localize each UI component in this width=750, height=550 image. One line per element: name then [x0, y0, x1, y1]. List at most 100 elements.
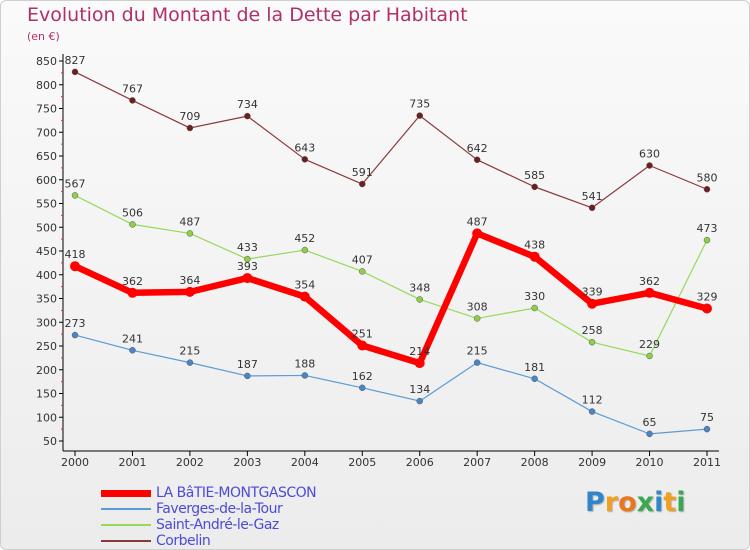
brand-logo: Proxiti — [585, 487, 686, 518]
y-tick-label: 450 — [36, 245, 57, 258]
data-point — [301, 246, 309, 254]
y-tick-label: 150 — [36, 388, 57, 401]
data-point — [529, 251, 540, 262]
data-point — [359, 180, 366, 188]
data-point — [70, 261, 80, 272]
data-label: 112 — [582, 394, 603, 407]
data-label: 473 — [697, 222, 718, 235]
data-point — [473, 156, 481, 164]
x-tick-label: 2005 — [348, 456, 376, 469]
data-point — [301, 156, 309, 163]
data-label: 393 — [237, 260, 258, 273]
data-label: 258 — [582, 324, 603, 337]
legend-label: Saint-André-le-Gaz — [156, 517, 279, 533]
data-point — [186, 124, 194, 132]
legend-item: Faverges-de-la-Tour — [101, 501, 316, 517]
data-point — [129, 221, 136, 228]
brand-letter: t — [663, 487, 677, 518]
data-label: 433 — [237, 241, 258, 254]
data-point — [242, 273, 253, 284]
data-label: 580 — [697, 171, 718, 184]
y-tick-label: 750 — [36, 103, 57, 116]
data-point — [472, 228, 483, 239]
y-tick-label: 850 — [36, 55, 57, 68]
y-tick-label: 550 — [36, 198, 57, 211]
data-label: 487 — [467, 215, 488, 228]
data-point — [129, 347, 136, 354]
x-tick-label: 2000 — [61, 456, 89, 469]
legend-swatch — [101, 540, 151, 542]
data-label: 364 — [179, 274, 200, 287]
data-label: 827 — [65, 54, 86, 67]
data-point — [703, 236, 711, 244]
data-point — [588, 204, 596, 212]
data-label: 241 — [122, 332, 143, 345]
data-label: 273 — [65, 317, 86, 330]
data-point — [184, 286, 195, 297]
data-label: 452 — [294, 232, 315, 245]
legend: LA BâTIE-MONTGASCON Faverges-de-la-Tour Sa… — [101, 485, 317, 549]
data-label: 407 — [352, 253, 373, 266]
data-label: 214 — [409, 345, 430, 358]
data-point — [186, 359, 194, 366]
data-label: 65 — [643, 416, 657, 429]
y-tick-label: 700 — [36, 126, 57, 139]
unit-label: (en €) — [27, 30, 60, 43]
data-label: 181 — [524, 361, 545, 374]
chart-title: Evolution du Montant de la Dette par Hab… — [27, 4, 468, 26]
y-tick-label: 650 — [36, 150, 57, 163]
legend-label: Corbelin — [156, 533, 211, 549]
data-label: 438 — [524, 239, 545, 252]
brand-letter: i — [676, 487, 686, 518]
y-tick-label: 350 — [36, 293, 57, 306]
data-label: 362 — [639, 275, 660, 288]
y-tick-label: 200 — [36, 364, 57, 377]
data-point — [416, 112, 423, 119]
x-tick-label: 2003 — [233, 456, 261, 469]
data-label: 585 — [524, 169, 545, 182]
x-tick-label: 2004 — [291, 456, 319, 469]
legend-swatch — [101, 508, 151, 510]
data-point — [416, 397, 423, 405]
data-label: 418 — [65, 248, 86, 261]
data-label: 487 — [179, 215, 200, 228]
data-label: 362 — [122, 275, 143, 288]
y-tick-label: 100 — [36, 411, 57, 424]
data-point — [646, 430, 653, 438]
x-tick-label: 2010 — [636, 456, 664, 469]
data-label: 162 — [352, 370, 373, 383]
data-label: 187 — [237, 358, 258, 371]
x-tick-label: 2008 — [521, 456, 549, 469]
data-label: 567 — [65, 177, 86, 190]
data-label: 354 — [294, 279, 315, 292]
data-point — [473, 359, 481, 366]
data-point — [703, 425, 711, 433]
data-point — [127, 287, 138, 298]
x-tick-label: 2006 — [406, 456, 434, 469]
data-label: 643 — [294, 141, 315, 154]
legend-item: Corbelin — [101, 533, 316, 549]
y-tick-label: 400 — [36, 269, 57, 282]
data-label: 642 — [467, 142, 488, 155]
data-label: 134 — [409, 383, 430, 396]
data-point — [301, 372, 309, 379]
data-label: 215 — [179, 345, 200, 358]
data-point — [359, 268, 366, 275]
data-point — [703, 186, 711, 193]
data-point — [129, 97, 136, 104]
brand-letter: o — [618, 487, 637, 518]
y-tick-label: 300 — [36, 316, 57, 329]
data-point — [587, 298, 598, 309]
legend-label: Faverges-de-la-Tour — [156, 501, 283, 517]
data-label: 734 — [237, 98, 258, 111]
data-point — [71, 331, 79, 339]
y-tick-label: 500 — [36, 221, 57, 234]
data-label: 630 — [639, 148, 660, 161]
series-line — [74, 334, 708, 435]
legend-item: LA BâTIE-MONTGASCON — [101, 485, 317, 501]
data-point — [646, 162, 653, 169]
y-tick-label: 800 — [36, 79, 57, 92]
y-tick-label: 250 — [36, 340, 57, 353]
